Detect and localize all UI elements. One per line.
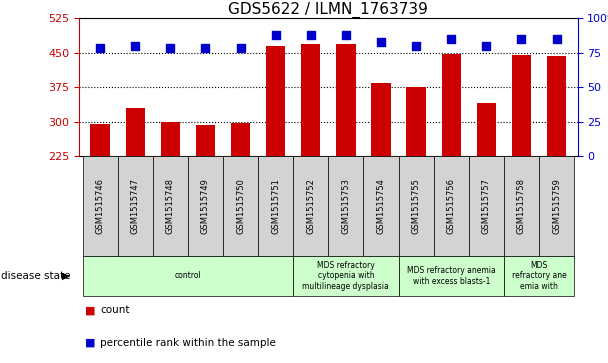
Text: MDS refractory anemia
with excess blasts-1: MDS refractory anemia with excess blasts… [407, 266, 496, 286]
FancyBboxPatch shape [223, 156, 258, 256]
Text: disease state: disease state [1, 271, 71, 281]
FancyBboxPatch shape [328, 156, 364, 256]
Bar [91, 124, 110, 156]
Point [236, 46, 246, 52]
Bar [301, 44, 320, 156]
Point [95, 46, 105, 52]
FancyBboxPatch shape [364, 156, 398, 256]
Title: GDS5622 / ILMN_1763739: GDS5622 / ILMN_1763739 [229, 2, 428, 18]
Bar [231, 123, 250, 156]
Bar [336, 44, 356, 156]
Point [376, 39, 386, 45]
Point [201, 46, 210, 52]
Point [271, 32, 280, 38]
FancyBboxPatch shape [539, 156, 574, 256]
Bar [406, 87, 426, 156]
FancyBboxPatch shape [83, 256, 293, 296]
Bar [196, 125, 215, 156]
FancyBboxPatch shape [153, 156, 188, 256]
Point [517, 36, 527, 42]
Text: GSM1515746: GSM1515746 [95, 178, 105, 234]
Text: GSM1515747: GSM1515747 [131, 178, 140, 234]
Bar [441, 54, 461, 156]
FancyBboxPatch shape [504, 256, 574, 296]
Point [165, 46, 175, 52]
Text: GSM1515750: GSM1515750 [236, 178, 245, 234]
FancyBboxPatch shape [293, 156, 328, 256]
Bar [371, 82, 391, 156]
Point [551, 36, 561, 42]
Bar [266, 46, 285, 156]
Text: GSM1515757: GSM1515757 [482, 178, 491, 234]
Text: GSM1515753: GSM1515753 [341, 178, 350, 234]
FancyBboxPatch shape [398, 156, 434, 256]
Bar [126, 108, 145, 156]
FancyBboxPatch shape [118, 156, 153, 256]
Point [411, 43, 421, 49]
Text: GSM1515758: GSM1515758 [517, 178, 526, 234]
Text: GSM1515756: GSM1515756 [447, 178, 456, 234]
FancyBboxPatch shape [258, 156, 293, 256]
Text: MDS
refractory ane
emia with: MDS refractory ane emia with [511, 261, 567, 291]
FancyBboxPatch shape [83, 156, 118, 256]
Point [306, 32, 316, 38]
Text: ▶: ▶ [61, 271, 70, 281]
FancyBboxPatch shape [293, 256, 398, 296]
FancyBboxPatch shape [504, 156, 539, 256]
Text: GSM1515755: GSM1515755 [412, 178, 421, 234]
Text: MDS refractory
cytopenia with
multilineage dysplasia: MDS refractory cytopenia with multilinea… [303, 261, 389, 291]
Text: ■: ■ [85, 338, 95, 348]
FancyBboxPatch shape [469, 156, 504, 256]
Bar [512, 55, 531, 156]
FancyBboxPatch shape [434, 156, 469, 256]
Text: GSM1515748: GSM1515748 [166, 178, 175, 234]
Point [446, 36, 456, 42]
Text: GSM1515759: GSM1515759 [552, 178, 561, 234]
Text: GSM1515752: GSM1515752 [306, 178, 316, 234]
Text: ■: ■ [85, 305, 95, 315]
Bar [547, 56, 566, 156]
Point [130, 43, 140, 49]
Bar [161, 122, 180, 156]
FancyBboxPatch shape [398, 256, 504, 296]
Text: percentile rank within the sample: percentile rank within the sample [100, 338, 276, 348]
Text: count: count [100, 305, 130, 315]
Text: GSM1515751: GSM1515751 [271, 178, 280, 234]
Bar [477, 103, 496, 156]
Text: control: control [174, 272, 201, 280]
FancyBboxPatch shape [188, 156, 223, 256]
Point [341, 32, 351, 38]
Text: GSM1515749: GSM1515749 [201, 178, 210, 234]
Point [482, 43, 491, 49]
Text: GSM1515754: GSM1515754 [376, 178, 385, 234]
